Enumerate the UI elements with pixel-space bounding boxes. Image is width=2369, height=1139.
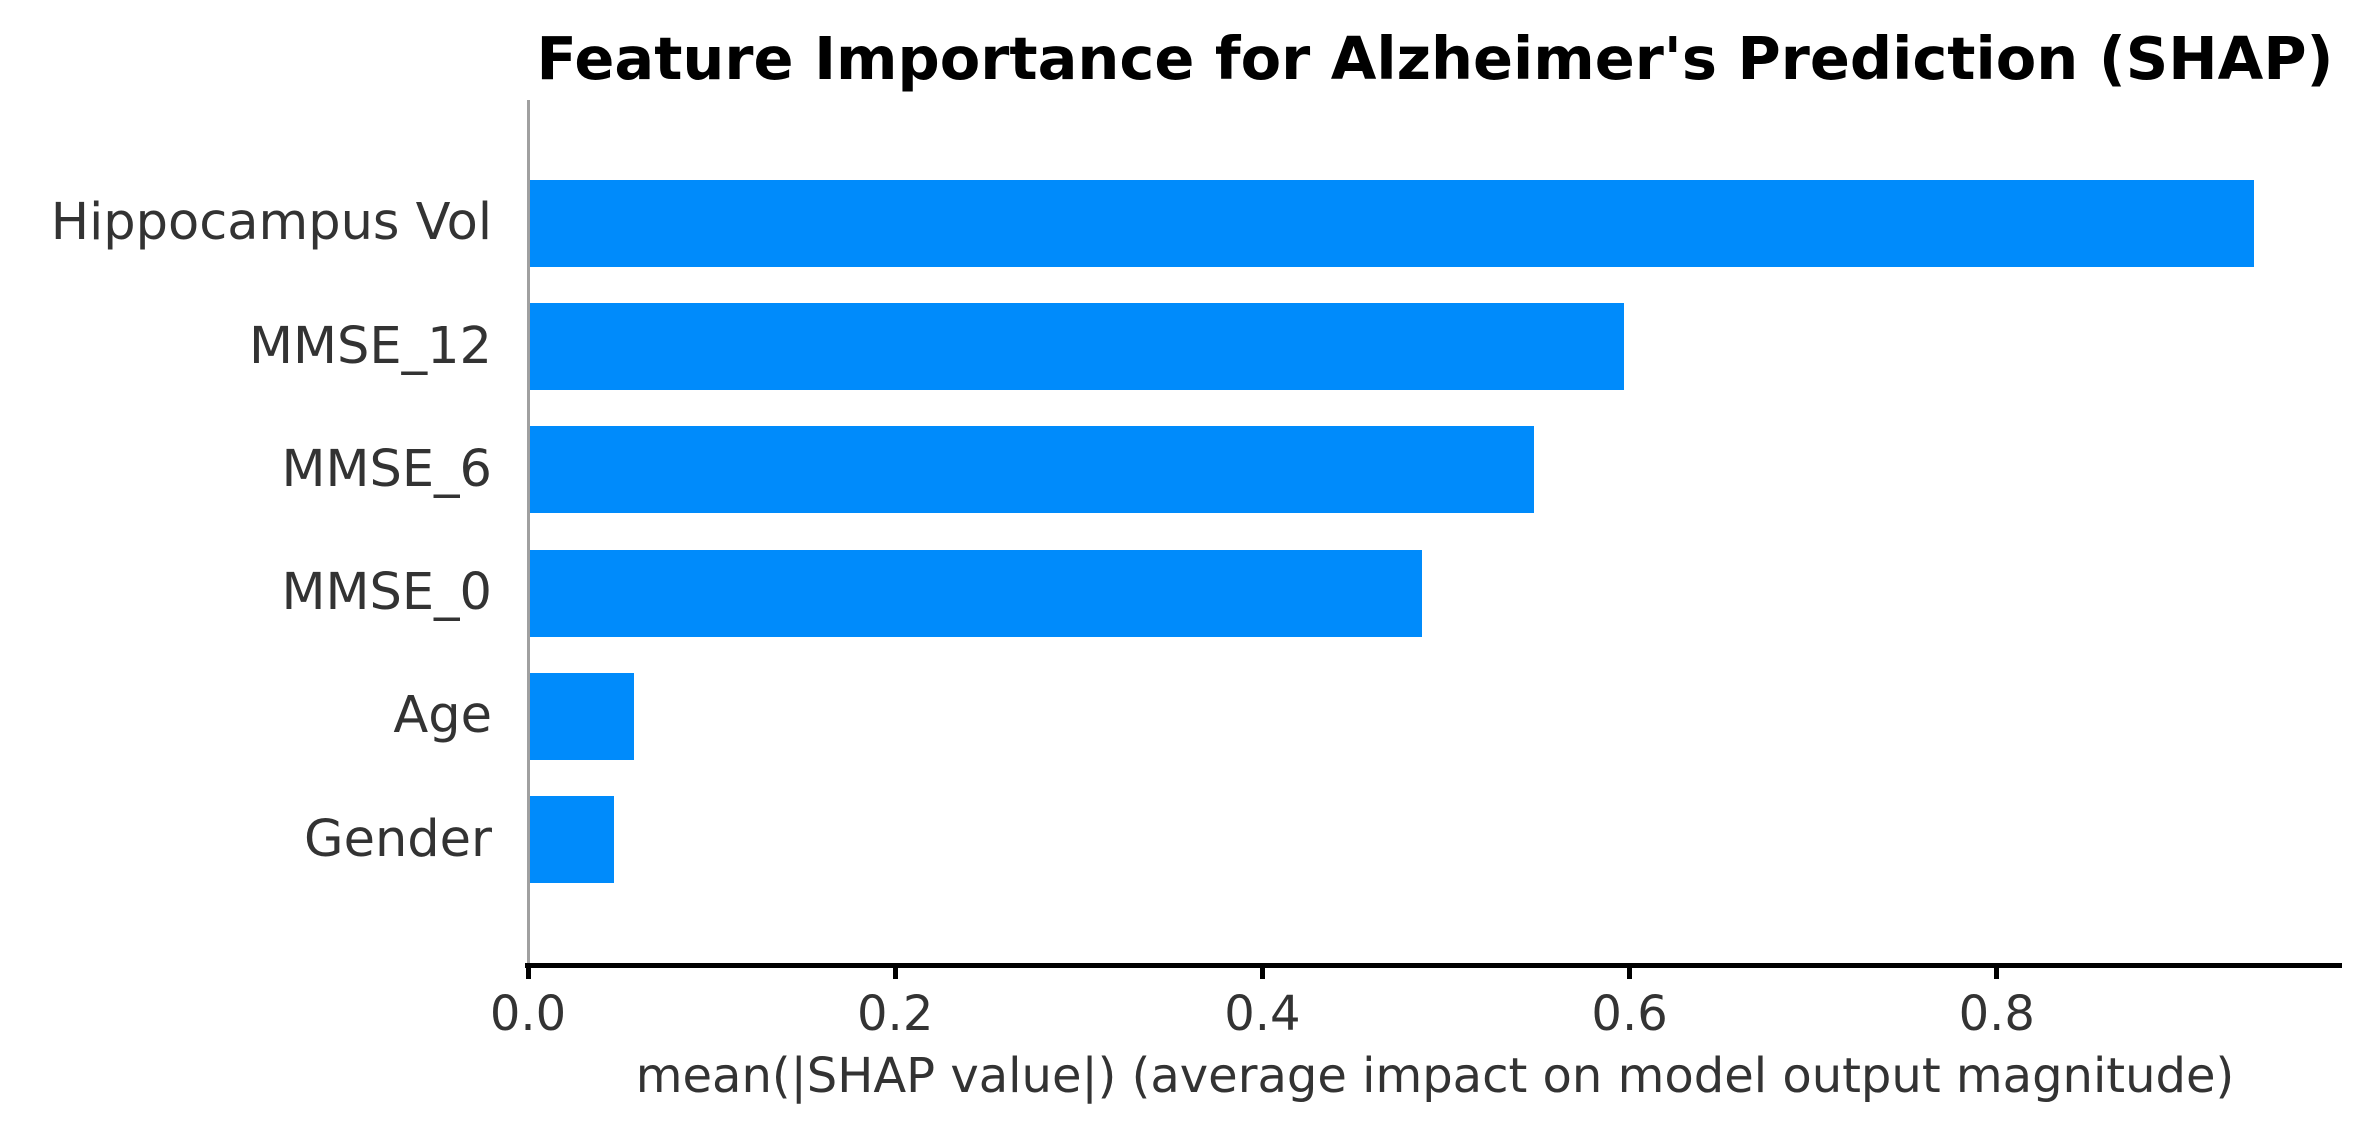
xtick-label-0.0: 0.0 [489, 986, 567, 1042]
ytick-label-gender: Gender [304, 809, 492, 869]
xtick-label-0.4: 0.4 [1224, 986, 1301, 1042]
xtick-mark-0.0 [525, 966, 531, 979]
x-axis-spine [525, 963, 2342, 968]
ytick-label-age: Age [393, 686, 492, 746]
xtick-mark-0.4 [1259, 966, 1265, 979]
ytick-label-mmse-0: MMSE_0 [281, 563, 492, 623]
bar-mmse-6 [528, 426, 1535, 514]
xtick-label-0.6: 0.6 [1591, 986, 1668, 1042]
xtick-mark-0.6 [1627, 966, 1633, 979]
plot-area [528, 100, 2342, 963]
bar-mmse-0 [528, 549, 1423, 637]
xtick-label-0.8: 0.8 [1958, 986, 2035, 1042]
x-axis-label: mean(|SHAP value|) (average impact on mo… [635, 1048, 2235, 1104]
bar-age [528, 672, 635, 760]
xtick-mark-0.2 [892, 966, 898, 979]
bar-hippocampus-vol [528, 179, 2254, 267]
xtick-label-0.2: 0.2 [857, 986, 934, 1042]
y-axis-spine [527, 100, 530, 966]
ytick-label-hippocampus-vol: Hippocampus Vol [50, 193, 492, 253]
xtick-mark-0.8 [1994, 966, 2000, 979]
chart-title: Feature Importance for Alzheimer's Predi… [536, 24, 2334, 93]
bar-mmse-12 [528, 303, 1625, 391]
ytick-label-mmse-12: MMSE_12 [249, 316, 492, 376]
bar-gender [528, 796, 615, 884]
ytick-label-mmse-6: MMSE_6 [281, 439, 492, 499]
